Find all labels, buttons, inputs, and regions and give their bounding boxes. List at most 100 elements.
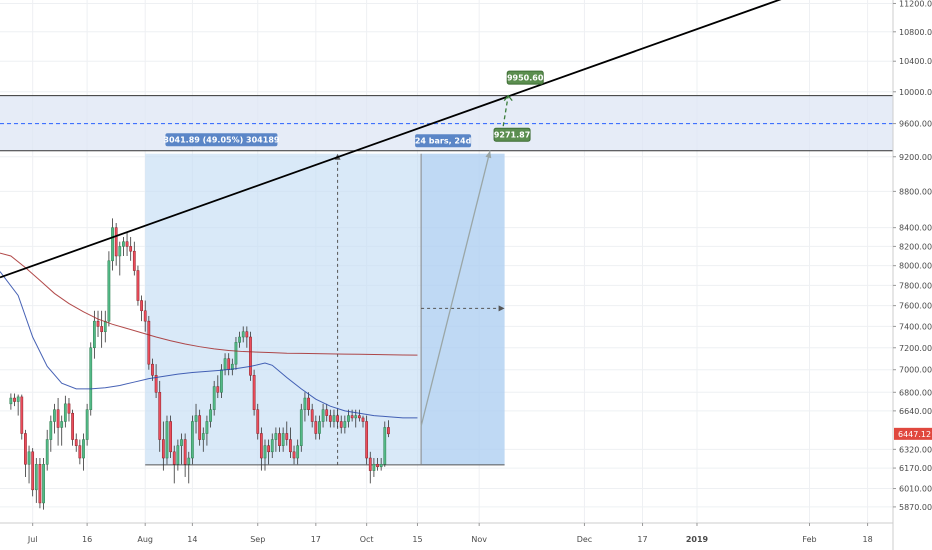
candle-7 — [34, 464, 38, 491]
candle-14 — [60, 421, 64, 428]
candle-93 — [347, 415, 350, 422]
candle-103 — [383, 427, 387, 465]
candle-90 — [336, 415, 339, 422]
candle-76 — [285, 433, 289, 440]
candle-42 — [161, 439, 165, 459]
time-axis-ticks: Jul 16 Aug 14 Sep 17 Oct 15 Nov Dec 17 2019 Feb 18 — [27, 523, 873, 544]
time-tick-label: 18 — [862, 535, 872, 544]
candle-18 — [74, 439, 78, 446]
candle-2 — [16, 396, 20, 402]
candle-4 — [24, 433, 27, 465]
candle-44 — [169, 421, 172, 453]
candle-51 — [194, 415, 198, 422]
candle-67 — [252, 375, 256, 410]
candle-29 — [114, 227, 118, 257]
candle-71 — [267, 445, 271, 453]
candle-65 — [245, 331, 249, 338]
time-tick-label: 14 — [187, 535, 197, 544]
candle-86 — [321, 409, 325, 422]
price-tick-label: 6170.00 — [899, 464, 932, 473]
candle-59 — [223, 358, 227, 370]
candle-1 — [13, 397, 16, 402]
candle-48 — [183, 439, 187, 465]
candle-70 — [263, 445, 267, 459]
time-tick-label: 17 — [637, 535, 647, 544]
candle-10 — [45, 439, 49, 465]
price-tick-label: 6320.00 — [899, 445, 932, 454]
measure-label-text: 3041.89 (49.05%) 304189 — [163, 136, 279, 145]
candle-11 — [49, 421, 53, 440]
measure-box[interactable] — [145, 153, 505, 465]
candle-39 — [151, 363, 154, 376]
candle-57 — [216, 386, 220, 393]
price-axis[interactable]: 5870.00 6010.00 6170.00 6320.00 6640.00 6800.… — [892, 0, 932, 550]
candle-8 — [38, 464, 42, 504]
candle-56 — [212, 386, 216, 410]
time-tick-label: Dec — [577, 535, 592, 544]
price-tick-label: 6800.00 — [899, 388, 932, 397]
candle-38 — [147, 320, 151, 365]
candle-69 — [259, 433, 263, 459]
candle-19 — [78, 445, 82, 459]
candle-61 — [230, 363, 234, 370]
candle-37 — [143, 310, 147, 322]
last-price-text: 6447.12 — [898, 430, 931, 439]
candle-89 — [332, 415, 336, 422]
candle-81 — [303, 397, 307, 410]
time-tick-label: 17 — [311, 535, 321, 544]
target-label-upper: 9950.60 — [506, 70, 544, 85]
candle-74 — [278, 433, 281, 446]
candles — [9, 218, 390, 510]
candle-72 — [270, 439, 274, 453]
candle-52 — [198, 415, 202, 440]
target-label-lower-text: 9271.87 — [494, 131, 530, 140]
candle-20 — [82, 439, 85, 459]
candle-79 — [296, 445, 300, 459]
price-tick-label: 6640.00 — [899, 407, 932, 416]
target-label-lower-box — [493, 127, 531, 142]
candle-21 — [85, 409, 89, 440]
projection-box[interactable] — [421, 153, 505, 465]
candle-27 — [107, 260, 111, 322]
candle-30 — [118, 246, 122, 257]
candle-6 — [31, 451, 35, 491]
candle-36 — [140, 300, 143, 312]
candle-66 — [249, 336, 252, 376]
candle-28 — [111, 227, 114, 262]
measure-tool[interactable] — [145, 153, 505, 466]
candle-85 — [318, 421, 321, 434]
candle-99 — [368, 457, 372, 471]
candle-98 — [365, 421, 369, 459]
time-tick-label: Aug — [137, 535, 153, 544]
time-axis[interactable]: Jul 16 Aug 14 Sep 17 Oct 15 Nov Dec 17 2019 Feb 18 — [0, 522, 893, 544]
candle-82 — [307, 397, 310, 410]
candle-102 — [379, 464, 383, 468]
price-tick-label: 5870.00 — [899, 503, 932, 512]
candle-91 — [339, 421, 343, 428]
time-tick-label: Sep — [250, 535, 265, 544]
measure-label-box — [165, 133, 278, 147]
projection-arrow — [420, 150, 491, 427]
candle-95 — [354, 415, 358, 419]
candle-80 — [299, 409, 303, 446]
trend-line[interactable] — [0, 0, 846, 279]
price-tick-label: 10800.00 — [899, 28, 932, 37]
price-tick-label: 8000.00 — [899, 262, 932, 271]
time-tick-label: Oct — [360, 535, 374, 544]
candle-92 — [343, 421, 347, 428]
candle-33 — [129, 246, 133, 252]
candle-75 — [281, 433, 285, 446]
candle-94 — [350, 415, 354, 419]
candle-13 — [56, 409, 60, 428]
candle-63 — [238, 336, 241, 343]
candle-32 — [125, 241, 129, 247]
target-label-upper-box — [506, 70, 544, 85]
price-tick-label: 10000.00 — [899, 88, 932, 97]
target-label-lower: 9271.87 — [493, 127, 531, 142]
projection-label-box — [415, 134, 472, 148]
candle-3 — [20, 396, 24, 434]
price-tick-label: 8400.00 — [899, 224, 932, 233]
time-tick-label: 15 — [412, 535, 422, 544]
target-label-upper-text: 9950.60 — [507, 74, 544, 83]
